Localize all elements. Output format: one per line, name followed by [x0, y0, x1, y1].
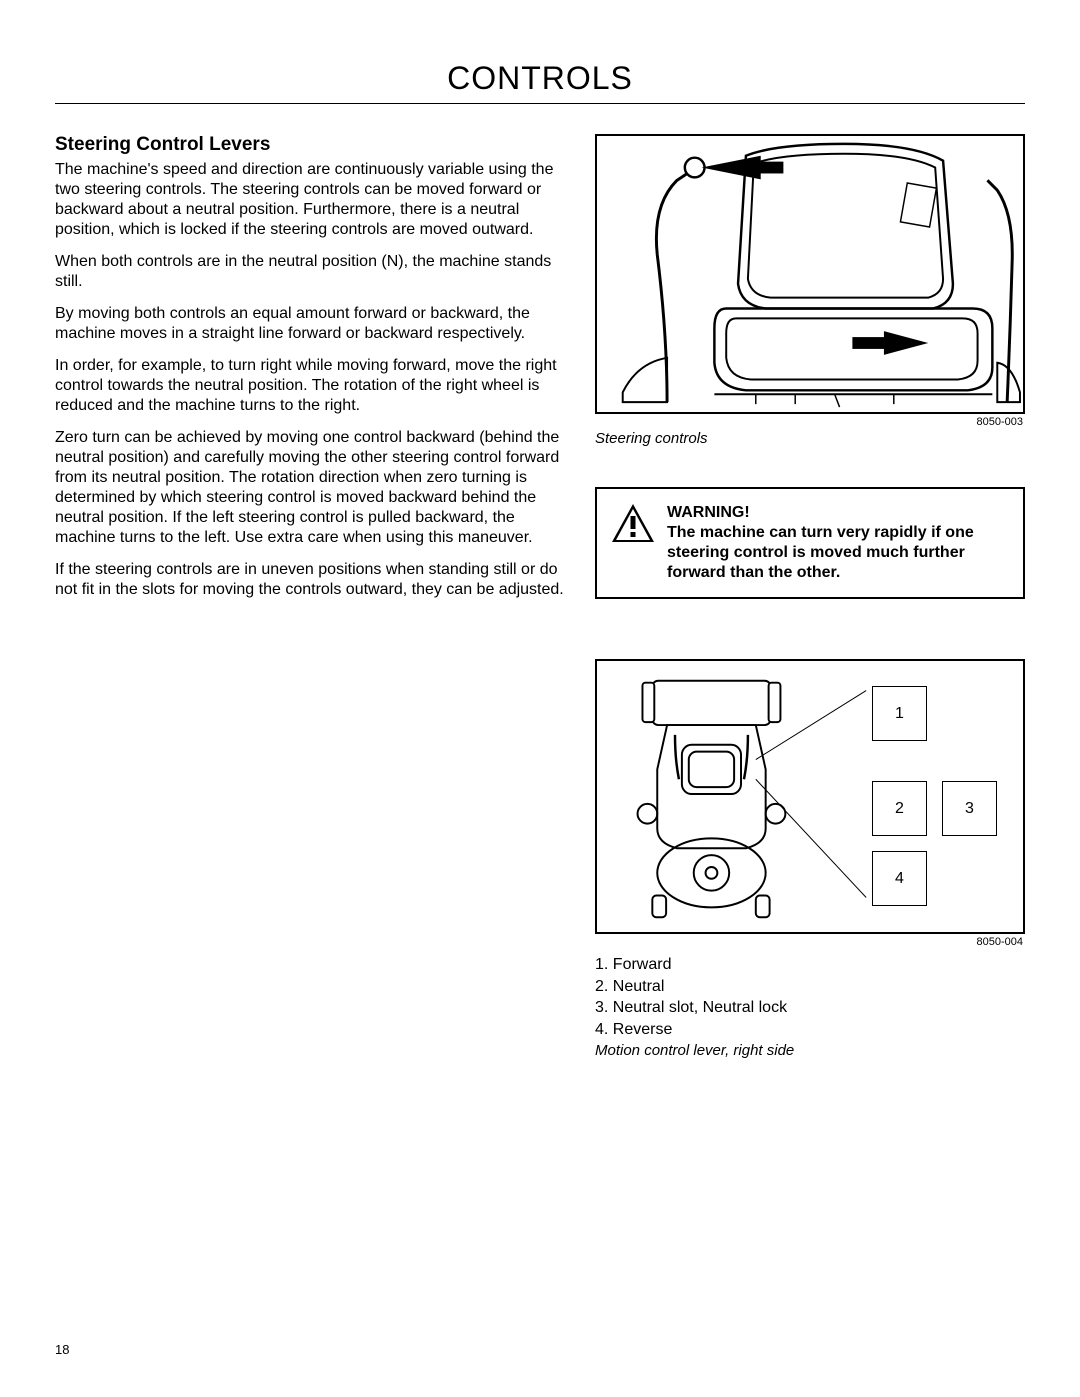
diagram-box-3: 3: [942, 781, 997, 836]
diagram-box-4: 4: [872, 851, 927, 906]
figure-steering-controls: [595, 134, 1025, 414]
figure1-caption: Steering controls: [595, 430, 1025, 447]
figure2-number: 8050-004: [595, 936, 1023, 948]
warning-icon: [611, 503, 655, 543]
legend-item-3: 3. Neutral slot, Neutral lock: [595, 997, 1025, 1019]
figure1-number: 8050-003: [595, 416, 1023, 428]
right-column: 8050-003 Steering controls WARNING! The …: [595, 134, 1025, 1059]
page-title: CONTROLS: [447, 60, 633, 96]
paragraph-3: By moving both controls an equal amount …: [55, 304, 567, 344]
paragraph-1: The machine's speed and direction are co…: [55, 160, 567, 240]
page-header: CONTROLS: [55, 60, 1025, 104]
figure2-caption: Motion control lever, right side: [595, 1042, 1025, 1059]
legend-item-1: 1. Forward: [595, 954, 1025, 976]
warning-title: WARNING!: [667, 503, 1007, 523]
paragraph-2: When both controls are in the neutral po…: [55, 252, 567, 292]
legend-item-2: 2. Neutral: [595, 976, 1025, 998]
diagram-box-2: 2: [872, 781, 927, 836]
section-title: Steering Control Levers: [55, 134, 567, 156]
figure2-legend: 1. Forward 2. Neutral 3. Neutral slot, N…: [595, 954, 1025, 1040]
steering-controls-illustration: [597, 136, 1023, 412]
diagram-box-1: 1: [872, 686, 927, 741]
figure-motion-control: 1 2 3 4: [595, 659, 1025, 934]
warning-body: The machine can turn very rapidly if one…: [667, 523, 1007, 583]
page-number: 18: [55, 1342, 69, 1357]
warning-box: WARNING! The machine can turn very rapid…: [595, 487, 1025, 599]
left-column: Steering Control Levers The machine's sp…: [55, 134, 567, 1059]
paragraph-6: If the steering controls are in uneven p…: [55, 560, 567, 600]
paragraph-4: In order, for example, to turn right whi…: [55, 356, 567, 416]
paragraph-5: Zero turn can be achieved by moving one …: [55, 428, 567, 548]
legend-item-4: 4. Reverse: [595, 1019, 1025, 1041]
